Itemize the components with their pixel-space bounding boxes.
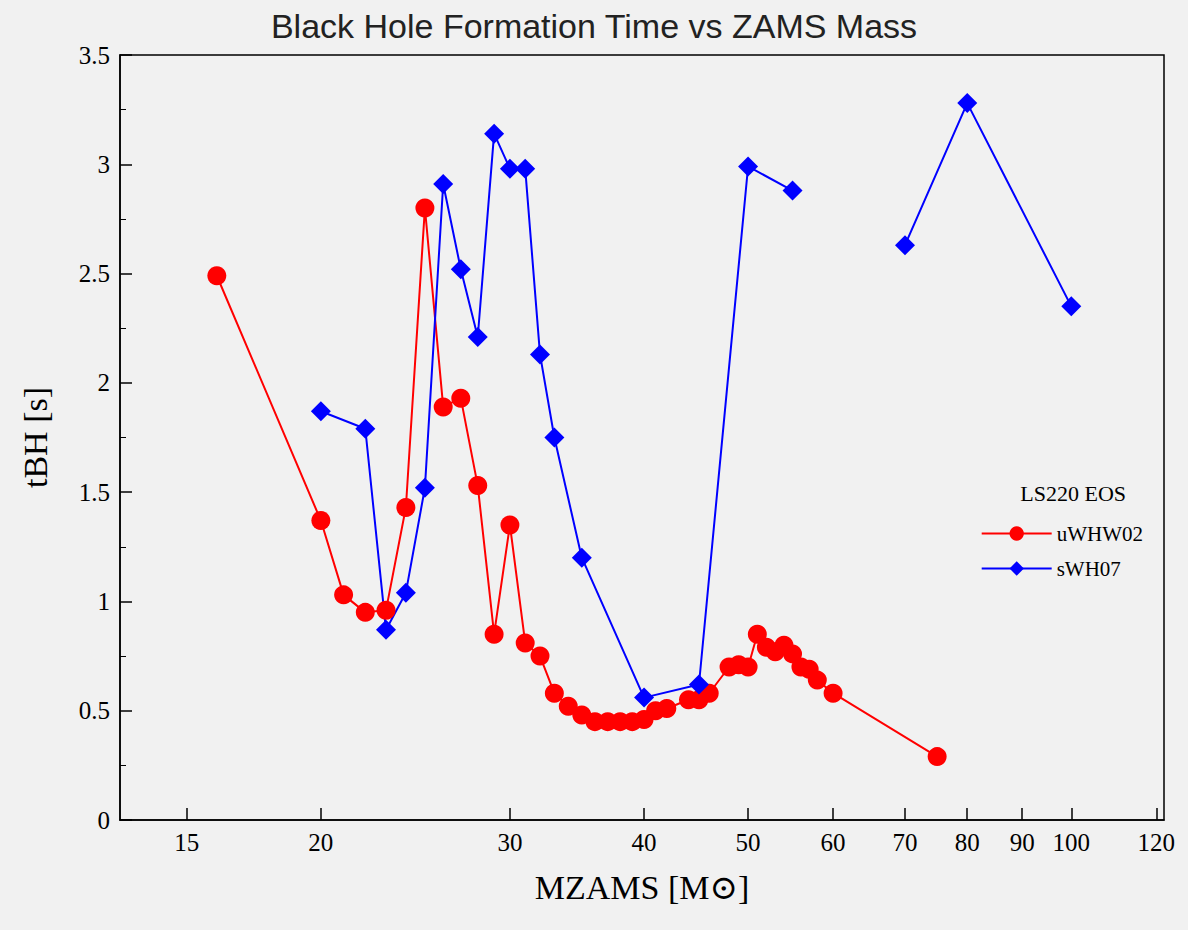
- svg-text:15: 15: [174, 829, 199, 856]
- svg-text:2.5: 2.5: [79, 260, 110, 287]
- svg-text:0.5: 0.5: [79, 697, 110, 724]
- svg-text:30: 30: [497, 829, 522, 856]
- svg-text:LS220 EOS: LS220 EOS: [1020, 481, 1126, 506]
- svg-text:40: 40: [632, 829, 657, 856]
- svg-text:20: 20: [308, 829, 333, 856]
- svg-text:60: 60: [821, 829, 846, 856]
- svg-text:1: 1: [98, 588, 111, 615]
- svg-text:2: 2: [98, 369, 111, 396]
- svg-text:120: 120: [1138, 829, 1176, 856]
- svg-text:sWH07: sWH07: [1057, 557, 1121, 581]
- svg-text:1.5: 1.5: [79, 479, 110, 506]
- svg-text:50: 50: [736, 829, 761, 856]
- svg-text:uWHW02: uWHW02: [1057, 522, 1143, 546]
- svg-text:MZAMS [M⊙]: MZAMS [M⊙]: [535, 869, 750, 906]
- svg-text:80: 80: [955, 829, 980, 856]
- svg-text:0: 0: [98, 807, 111, 834]
- svg-text:90: 90: [1010, 829, 1035, 856]
- svg-text:3.5: 3.5: [79, 42, 110, 69]
- svg-text:100: 100: [1053, 829, 1091, 856]
- svg-text:Black Hole Formation Time vs Z: Black Hole Formation Time vs ZAMS Mass: [271, 7, 917, 45]
- svg-text:70: 70: [892, 829, 917, 856]
- svg-text:tBH [s]: tBH [s]: [17, 387, 54, 488]
- svg-text:3: 3: [98, 151, 111, 178]
